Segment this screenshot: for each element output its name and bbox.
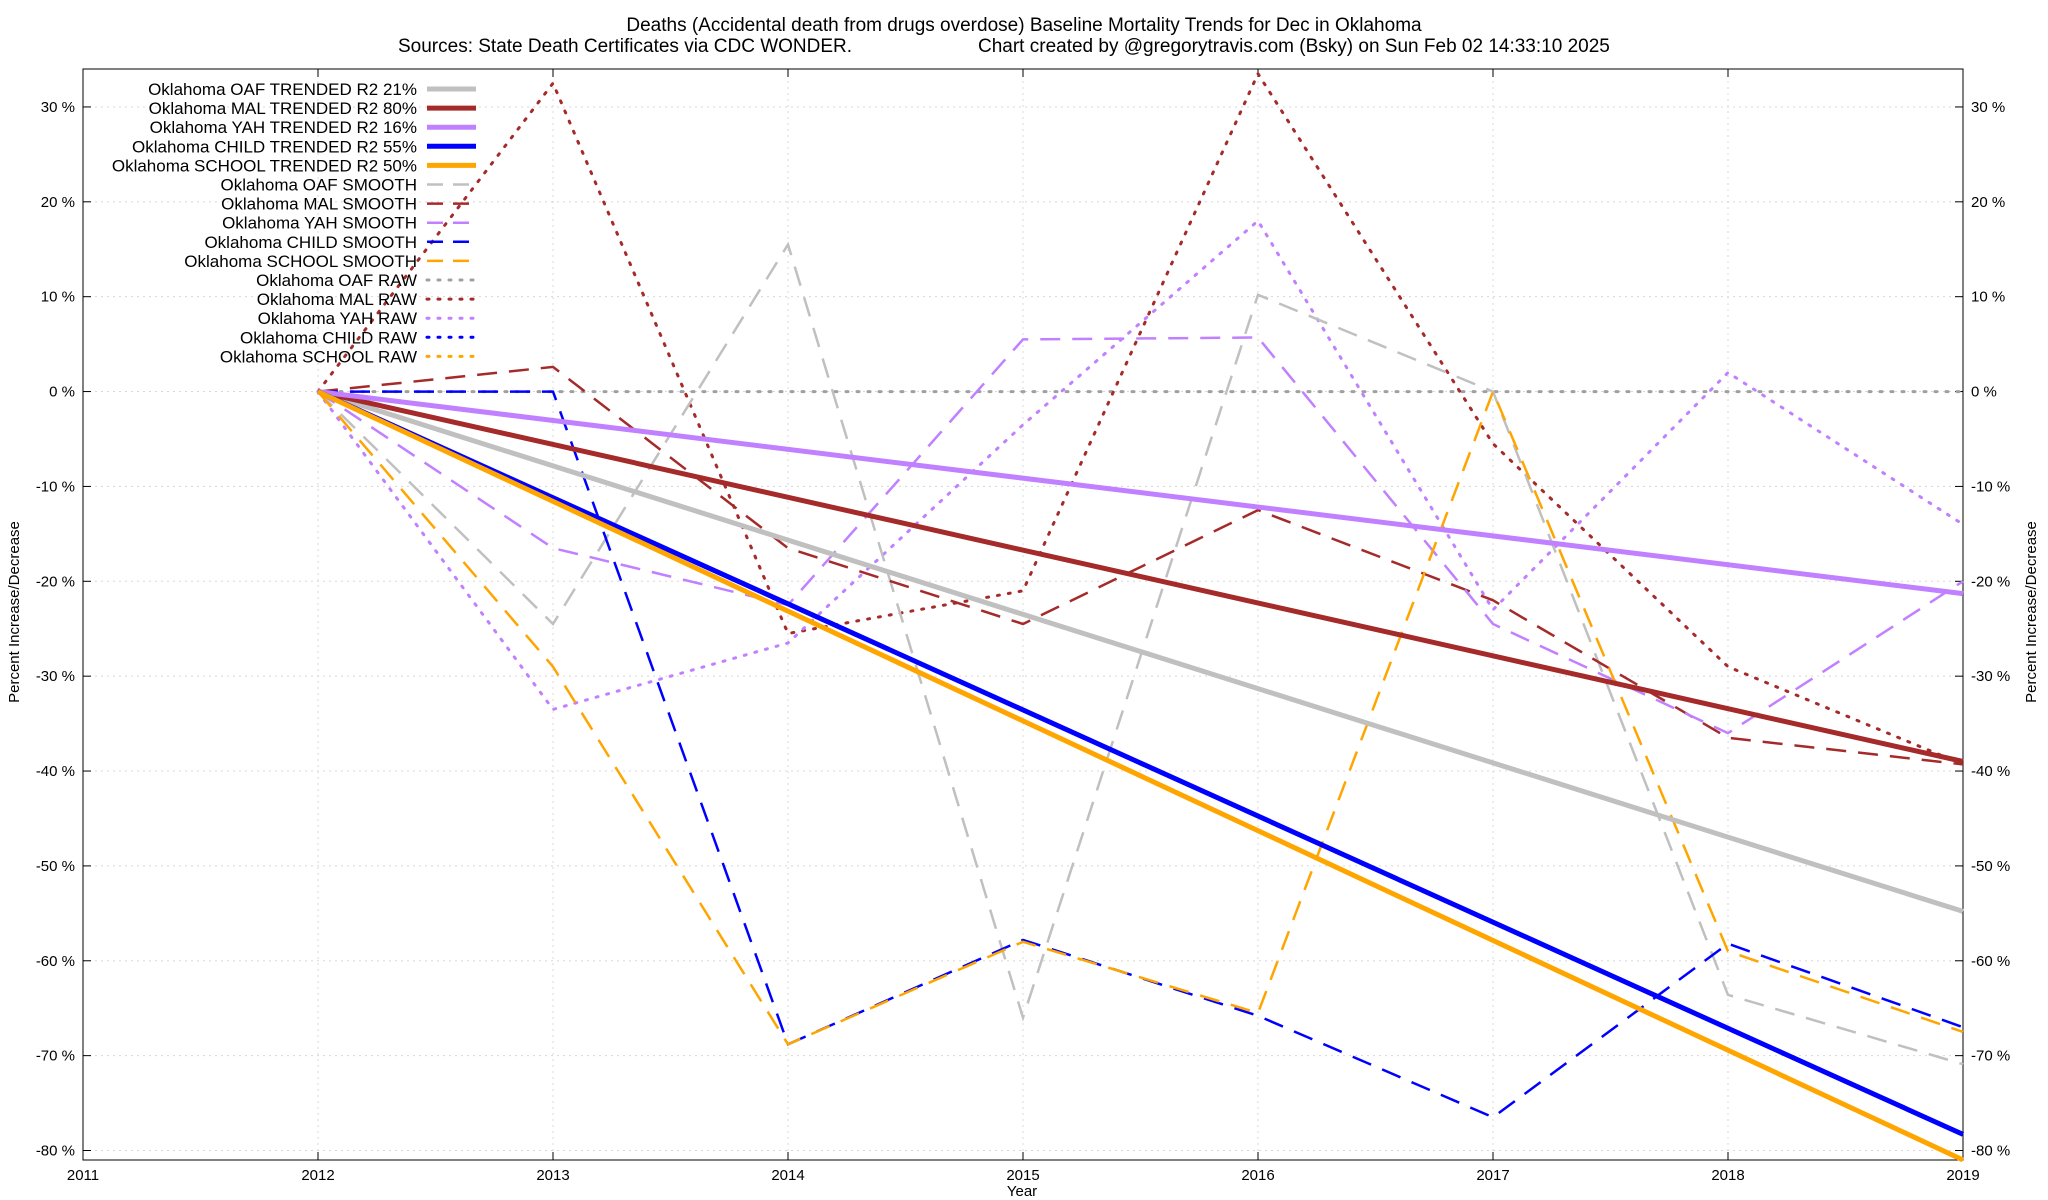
- series-line-oklahoma-oaf-trended-r2-21: [317, 389, 1964, 914]
- series-line-oklahoma-school-trended-r2-50: [316, 389, 1965, 1163]
- chart-title: Deaths (Accidental death from drugs over…: [626, 15, 1422, 36]
- legend-entry-label: Oklahoma YAH RAW: [258, 309, 417, 328]
- y-tick-label-left: 0 %: [49, 384, 75, 401]
- series-lines: [316, 70, 1965, 1163]
- legend-entry-label: Oklahoma CHILD TRENDED R2 55%: [132, 137, 417, 156]
- chart-subtitle-sources: Sources: State Death Certificates via CD…: [398, 36, 852, 57]
- y-tick-label-left: 10 %: [41, 289, 75, 306]
- series-line-oklahoma-school-smooth: [317, 388, 1964, 1046]
- legend-entry-label: Oklahoma YAH TRENDED R2 16%: [150, 118, 417, 137]
- series-line-oklahoma-yah-raw: [316, 218, 1965, 712]
- y-axis-label-right: Percent Increase/Decrease: [2023, 521, 2040, 703]
- y-tick-label-right: -30 %: [1971, 668, 2010, 685]
- legend-entry-label: Oklahoma OAF TRENDED R2 21%: [148, 80, 417, 99]
- series-line-oklahoma-yah-trended-r2-16: [317, 389, 1964, 597]
- y-tick-label-right: -10 %: [1971, 478, 2010, 495]
- legend-entry-label: Oklahoma CHILD SMOOTH: [204, 233, 417, 252]
- series-line-oklahoma-child-trended-r2-55: [316, 389, 1965, 1137]
- y-tick-label-left: -30 %: [36, 668, 75, 685]
- x-tick-label: 2015: [1006, 1167, 1039, 1184]
- x-tick-label: 2014: [771, 1167, 804, 1184]
- series-line-oklahoma-mal-raw: [316, 70, 1965, 766]
- legend: Oklahoma OAF TRENDED R2 21%Oklahoma MAL …: [112, 80, 478, 366]
- x-tick-label: 2017: [1476, 1167, 1509, 1184]
- y-tick-label-left: -60 %: [36, 953, 75, 970]
- legend-entry-label: Oklahoma YAH SMOOTH: [222, 214, 417, 233]
- y-tick-label-left: -10 %: [36, 478, 75, 495]
- legend-entry-label: Oklahoma SCHOOL TRENDED R2 50%: [112, 156, 417, 175]
- y-tick-label-right: 10 %: [1971, 289, 2005, 306]
- series-line-oklahoma-yah-smooth: [317, 336, 1964, 735]
- legend-entry-label: Oklahoma OAF SMOOTH: [221, 176, 417, 195]
- y-tick-label-left: 30 %: [41, 99, 75, 116]
- y-tick-label-left: -70 %: [36, 1048, 75, 1065]
- x-tick-label: 2018: [1711, 1167, 1744, 1184]
- y-tick-label-left: -20 %: [36, 573, 75, 590]
- x-tick-label: 2013: [536, 1167, 569, 1184]
- chart-subtitle-credit: Chart created by @gregorytravis.com (Bsk…: [978, 36, 1610, 57]
- legend-entry-label: Oklahoma OAF RAW: [256, 271, 417, 290]
- x-axis-label: Year: [1007, 1183, 1037, 1200]
- y-tick-label-left: -80 %: [36, 1143, 75, 1160]
- x-tick-label: 2016: [1241, 1167, 1274, 1184]
- y-tick-label-right: 30 %: [1971, 99, 2005, 116]
- y-tick-label-right: -60 %: [1971, 953, 2010, 970]
- y-tick-label-right: 0 %: [1971, 384, 1997, 401]
- series-line-oklahoma-child-smooth: [318, 390, 1964, 1119]
- y-axis-label-left: Percent Increase/Decrease: [6, 521, 23, 703]
- legend-entry-label: Oklahoma MAL SMOOTH: [221, 195, 417, 214]
- y-tick-label-right: -70 %: [1971, 1048, 2010, 1065]
- legend-entry-label: Oklahoma SCHOOL SMOOTH: [184, 252, 417, 271]
- legend-entry-label: Oklahoma MAL RAW: [257, 290, 417, 309]
- y-tick-label-right: -80 %: [1971, 1143, 2010, 1160]
- legend-entry-label: Oklahoma MAL TRENDED R2 80%: [149, 99, 417, 118]
- y-tick-label-left: -50 %: [36, 858, 75, 875]
- legend-entry-label: Oklahoma CHILD RAW: [240, 328, 417, 347]
- legend-entry-label: Oklahoma SCHOOL RAW: [220, 347, 417, 366]
- x-tick-label: 2019: [1946, 1167, 1979, 1184]
- series-line-oklahoma-mal-trended-r2-80: [317, 389, 1964, 764]
- x-tick-label: 2012: [301, 1167, 334, 1184]
- y-tick-label-right: -40 %: [1971, 763, 2010, 780]
- axis-ticks: 2011 2012 2013 2014 2015 2016 2017 2018 2019 30 %…: [36, 69, 2010, 1184]
- y-tick-label-right: -20 %: [1971, 573, 2010, 590]
- y-tick-label-right: -50 %: [1971, 858, 2010, 875]
- y-tick-label-left: -40 %: [36, 763, 75, 780]
- y-tick-label-right: 20 %: [1971, 194, 2005, 211]
- y-tick-label-left: 20 %: [41, 194, 75, 211]
- series-line-oklahoma-oaf-smooth: [317, 241, 1964, 1066]
- x-tick-label: 2011: [67, 1167, 99, 1184]
